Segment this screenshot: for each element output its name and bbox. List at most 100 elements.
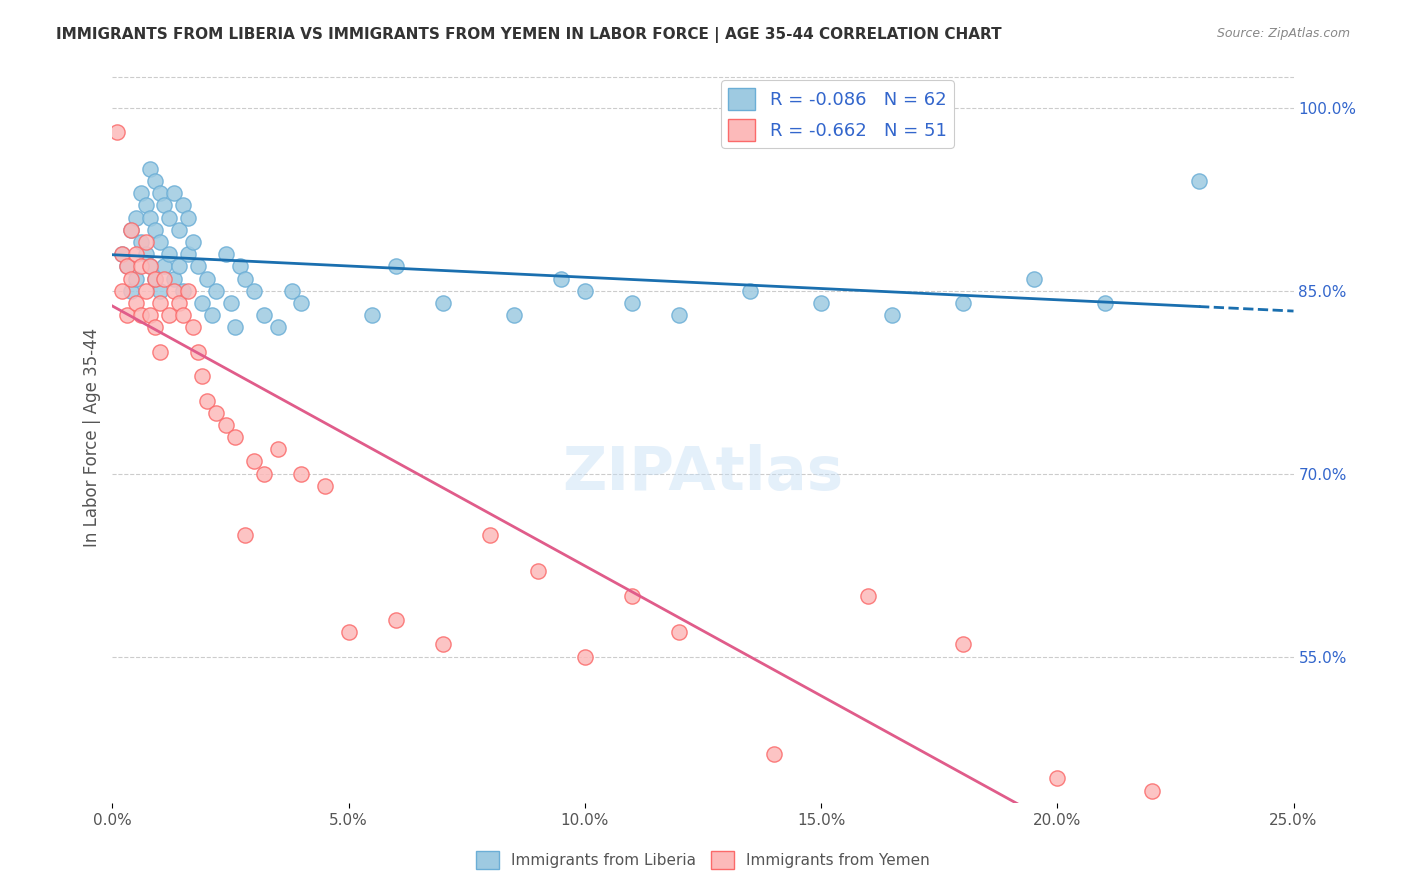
Point: [167, 260, 190, 274]
Point: [135, 284, 157, 298]
Point: [143, 271, 166, 285]
Point: [177, 247, 200, 261]
Point: [810, 296, 832, 310]
Point: [115, 260, 138, 274]
Point: [135, 198, 157, 212]
Point: [111, 247, 134, 261]
Text: IMMIGRANTS FROM LIBERIA VS IMMIGRANTS FROM YEMEN IN LABOR FORCE | AGE 35-44 CORR: IMMIGRANTS FROM LIBERIA VS IMMIGRANTS FR…: [56, 27, 1002, 43]
Point: [163, 271, 186, 285]
Point: [129, 235, 152, 249]
Point: [215, 417, 238, 432]
Point: [762, 747, 785, 761]
Point: [157, 308, 180, 322]
Point: [149, 344, 172, 359]
Point: [120, 223, 142, 237]
Point: [153, 260, 176, 274]
Point: [205, 406, 228, 420]
Point: [952, 637, 974, 651]
Point: [105, 125, 128, 139]
Point: [253, 308, 276, 322]
Point: [143, 174, 166, 188]
Point: [139, 161, 162, 176]
Point: [111, 247, 134, 261]
Point: [574, 284, 596, 298]
Point: [120, 271, 142, 285]
Point: [186, 260, 208, 274]
Point: [129, 308, 152, 322]
Point: [157, 247, 180, 261]
Point: [290, 296, 312, 310]
Point: [281, 284, 304, 298]
Point: [668, 625, 690, 640]
Point: [111, 284, 134, 298]
Point: [432, 637, 454, 651]
Point: [621, 296, 644, 310]
Point: [149, 186, 172, 201]
Point: [233, 271, 256, 285]
Point: [219, 296, 242, 310]
Point: [153, 271, 176, 285]
Point: [163, 186, 186, 201]
Point: [432, 296, 454, 310]
Point: [163, 284, 186, 298]
Point: [479, 527, 502, 541]
Point: [858, 589, 880, 603]
Point: [267, 320, 290, 334]
Point: [550, 271, 572, 285]
Point: [120, 284, 142, 298]
Point: [149, 296, 172, 310]
Point: [177, 211, 200, 225]
Point: [290, 467, 312, 481]
Point: [243, 284, 266, 298]
Point: [952, 296, 974, 310]
Point: [115, 308, 138, 322]
Point: [125, 211, 148, 225]
Point: [186, 344, 208, 359]
Point: [224, 430, 246, 444]
Point: [135, 235, 157, 249]
Point: [139, 260, 162, 274]
Point: [1022, 271, 1045, 285]
Point: [149, 284, 172, 298]
Point: [668, 308, 690, 322]
Point: [149, 235, 172, 249]
Point: [143, 320, 166, 334]
Point: [167, 296, 190, 310]
Point: [253, 467, 276, 481]
Point: [1094, 296, 1116, 310]
Point: [125, 296, 148, 310]
Point: [172, 284, 194, 298]
Legend: Immigrants from Liberia, Immigrants from Yemen: Immigrants from Liberia, Immigrants from…: [470, 845, 936, 875]
Point: [143, 271, 166, 285]
Point: [205, 284, 228, 298]
Point: [143, 223, 166, 237]
Point: [115, 260, 138, 274]
Point: [243, 454, 266, 468]
Y-axis label: In Labor Force | Age 35-44: In Labor Force | Age 35-44: [83, 327, 101, 547]
Point: [139, 260, 162, 274]
Point: [1188, 174, 1211, 188]
Point: [880, 308, 903, 322]
Point: [503, 308, 526, 322]
Point: [153, 198, 176, 212]
Legend: R = -0.086   N = 62, R = -0.662   N = 51: R = -0.086 N = 62, R = -0.662 N = 51: [721, 80, 953, 148]
Point: [139, 211, 162, 225]
Text: Source: ZipAtlas.com: Source: ZipAtlas.com: [1216, 27, 1350, 40]
Point: [167, 223, 190, 237]
Point: [229, 260, 252, 274]
Point: [120, 223, 142, 237]
Point: [157, 211, 180, 225]
Point: [314, 479, 336, 493]
Point: [337, 625, 360, 640]
Point: [172, 308, 194, 322]
Point: [181, 320, 204, 334]
Point: [125, 247, 148, 261]
Point: [172, 198, 194, 212]
Point: [129, 186, 152, 201]
Text: ZIPAtlas: ZIPAtlas: [562, 444, 844, 503]
Point: [574, 649, 596, 664]
Point: [1046, 772, 1069, 786]
Point: [1140, 783, 1163, 797]
Point: [385, 613, 408, 627]
Point: [177, 284, 200, 298]
